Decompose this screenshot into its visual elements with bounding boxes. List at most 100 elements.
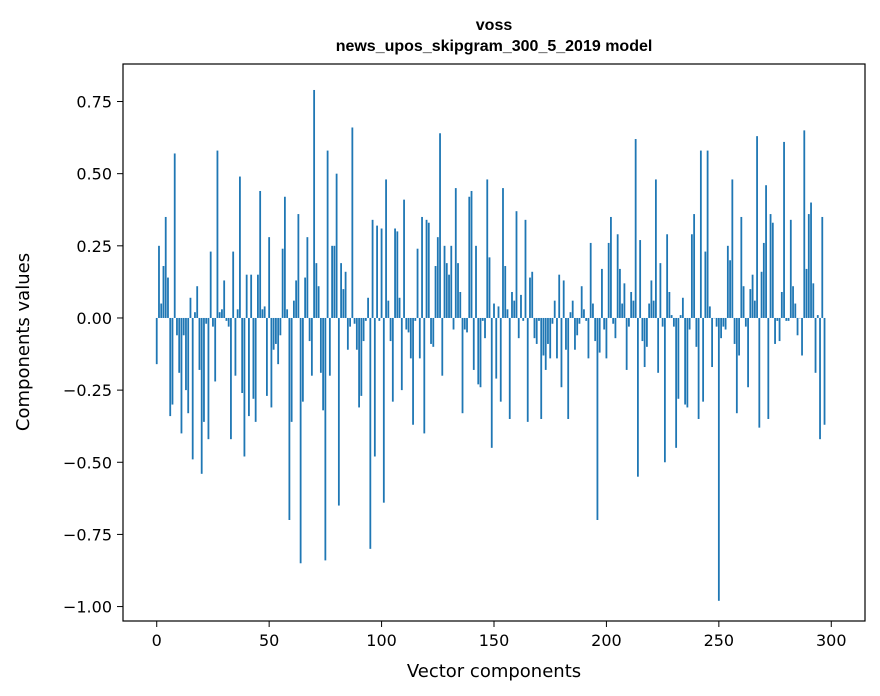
bar-96 [371,219,374,318]
bar-35 [234,317,237,376]
bar-119 [423,317,426,434]
bar-116 [416,248,419,318]
bar-58 [286,309,289,318]
bar-196 [596,317,599,520]
bar-233 [679,315,682,318]
bar-122 [430,317,432,344]
bar-118 [421,216,423,318]
bar-266 [753,300,756,318]
bar-186 [574,317,576,350]
bar-114 [412,317,414,425]
bar-275 [774,317,776,344]
bar-94 [367,297,369,318]
bar-49 [266,317,268,396]
bar-268 [758,317,761,428]
bar-9 [176,317,178,336]
bar-115 [414,317,417,321]
bar-40 [245,274,248,318]
bar-127 [441,317,444,376]
bar-231 [675,317,678,448]
bar-228 [668,291,671,318]
bar-235 [684,317,687,405]
bar-254 [726,245,729,318]
bar-203 [612,317,615,324]
bar-279 [783,141,785,318]
bar-32 [227,317,230,327]
chart-subtitle: news_upos_skipgram_300_5_2019 model [336,38,653,55]
bar-65 [301,317,304,402]
bar-29 [221,309,223,318]
bar-239 [693,214,696,318]
bar-71 [315,263,318,318]
bar-189 [580,286,583,318]
bar-7 [171,317,174,405]
bar-133 [454,188,457,318]
bar-81 [337,317,340,506]
bar-50 [268,237,271,318]
bar-156 [506,309,509,318]
bar-66 [304,277,307,318]
bar-272 [767,317,770,419]
bar-24 [209,251,212,318]
bar-86 [349,317,351,327]
bar-130 [448,274,450,318]
bar-206 [619,268,621,318]
bar-43 [252,317,255,399]
bar-256 [731,179,734,318]
y-tick-label: −0.50 [63,453,112,472]
bar-6 [169,317,172,417]
bar-0 [155,317,158,365]
bar-67 [306,237,309,318]
bar-12 [182,317,185,336]
bar-281 [787,317,790,321]
bar-160 [515,211,518,318]
chart-title: voss [476,17,513,34]
bar-274 [771,222,774,318]
y-axis-ticks: 0.75 0.50 0.25 0.00 −0.25 −0.50 −0.75 −1.00 [63,93,123,617]
x-axis-ticks: 0 50 100 150 200 250 300 [152,621,847,650]
bar-238 [690,234,693,318]
bar-19 [198,317,201,370]
bar-294 [816,315,819,318]
bar-285 [796,317,799,336]
bar-175 [549,317,552,359]
bar-103 [387,300,390,318]
bar-14 [187,317,190,414]
bar-225 [661,317,664,327]
bar-269 [760,271,763,318]
bar-227 [666,234,669,318]
bar-170 [538,317,540,321]
bar-224 [659,263,662,318]
bar-4 [164,216,167,318]
bar-198 [601,268,603,318]
bar-83 [342,289,345,318]
bar-134 [457,263,459,318]
bar-20 [200,317,203,474]
bar-222 [654,179,657,318]
bar-46 [259,190,262,318]
bar-250 [717,317,720,601]
bar-237 [688,317,691,330]
bar-234 [681,297,684,318]
bar-2 [160,303,163,318]
bar-293 [814,317,817,373]
bar-223 [657,317,660,373]
bar-191 [585,317,588,321]
bar-87 [351,127,354,318]
bar-33 [230,317,232,440]
bar-104 [389,317,392,342]
y-tick-label: 0.00 [76,309,112,328]
bar-284 [794,303,797,318]
bar-95 [369,317,372,549]
bar-273 [769,214,772,318]
bar-251 [720,317,722,339]
bar-178 [556,317,558,359]
bar-30 [223,280,226,318]
bar-26 [214,317,217,382]
bar-11 [180,317,183,434]
bar-64 [299,317,302,564]
bar-220 [650,280,653,318]
bar-79 [333,245,336,318]
bar-143 [477,317,480,385]
bar-200 [605,317,608,359]
